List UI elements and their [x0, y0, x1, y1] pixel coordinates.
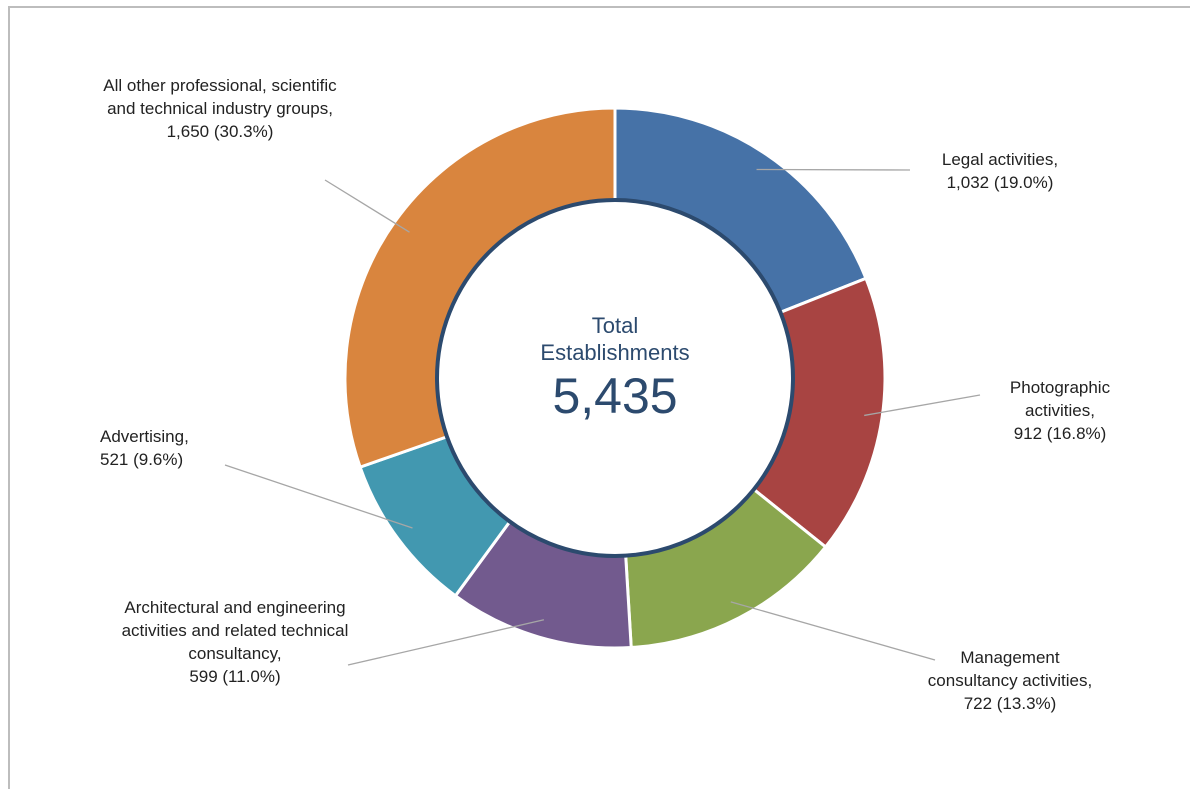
category-label: All other professional, scientific and t… — [103, 76, 337, 118]
leader-line — [864, 394, 981, 417]
center-title: Total Establishments — [540, 313, 690, 365]
value-label: 912 (16.8%) — [1013, 424, 1107, 443]
category-label: Advertising, — [100, 427, 189, 446]
leader-line — [224, 464, 413, 529]
data-label: Management consultancy activities, 722 (1… — [920, 646, 1100, 715]
center-total: 5,435 — [552, 368, 678, 424]
value-label: 599 (11.0%) — [189, 667, 281, 686]
data-label: All other professional, scientific and t… — [95, 74, 345, 143]
value-label: 521 (9.6%) — [100, 450, 184, 469]
data-label: Legal activities, 1,032 (19.0%) — [900, 148, 1100, 194]
frame — [8, 6, 1190, 789]
data-label: Photographic activities, 912 (16.8%) — [980, 376, 1140, 445]
inner-ring — [435, 198, 795, 558]
category-label: Photographic activities, — [1009, 378, 1111, 420]
value-label: 1,032 (19.0%) — [946, 173, 1054, 192]
value-label: 722 (13.3%) — [963, 694, 1057, 713]
category-label: Management consultancy activities, — [927, 648, 1093, 690]
center-label: Total Establishments 5,435 — [465, 312, 765, 426]
leader-line — [730, 601, 936, 661]
data-label: Architectural and engineering activities… — [115, 596, 355, 688]
value-label: 1,650 (30.3%) — [166, 122, 274, 141]
leader-line — [324, 179, 410, 233]
category-label: Architectural and engineering activities… — [121, 598, 349, 663]
data-label: Advertising, 521 (9.6%) — [100, 425, 260, 471]
leader-line — [347, 619, 545, 666]
category-label: Legal activities, — [941, 150, 1059, 169]
